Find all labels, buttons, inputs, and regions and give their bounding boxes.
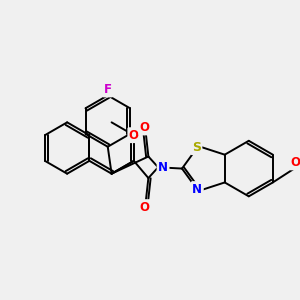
Text: O: O	[140, 201, 150, 214]
Text: O: O	[291, 156, 300, 169]
Text: S: S	[192, 141, 201, 154]
Text: N: N	[192, 182, 202, 196]
Text: N: N	[158, 161, 168, 174]
Text: O: O	[129, 129, 139, 142]
Text: O: O	[140, 121, 150, 134]
Text: F: F	[104, 83, 112, 96]
